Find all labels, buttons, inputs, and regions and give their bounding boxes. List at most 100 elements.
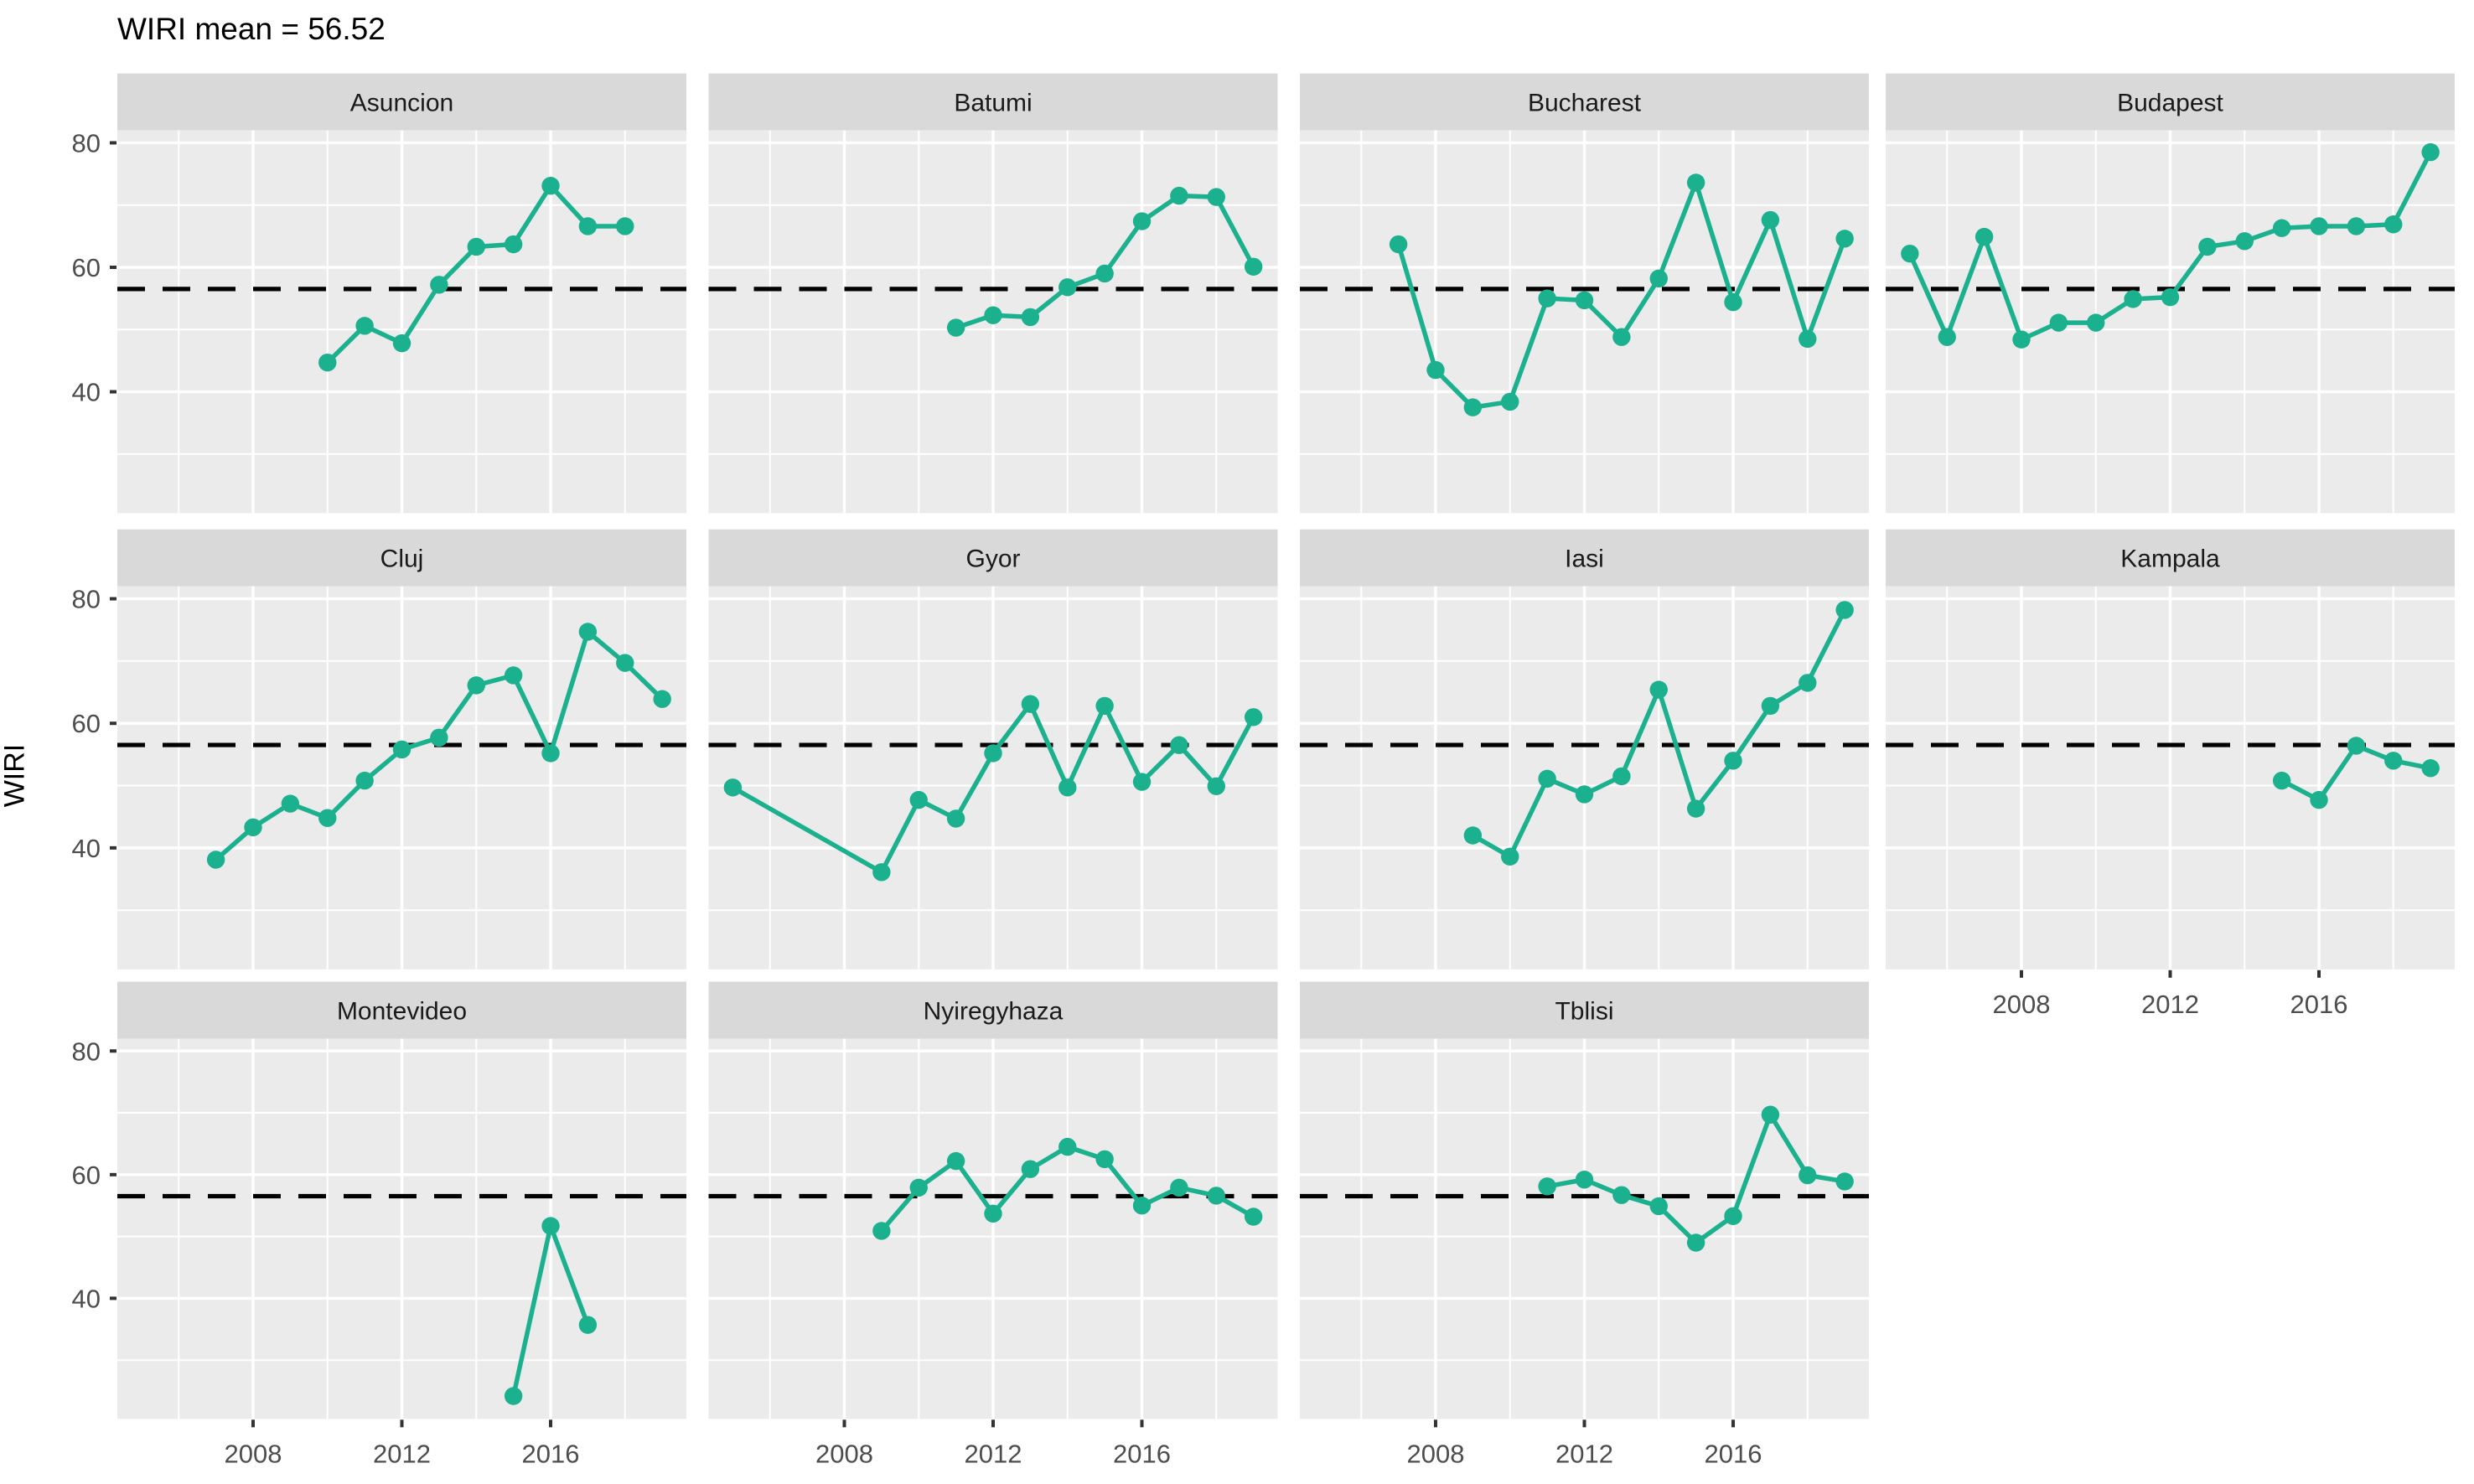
data-point-budapest-2006	[1938, 328, 1956, 346]
data-point-iasi-2019	[1835, 601, 1854, 619]
data-point-gyor-2016	[1132, 773, 1152, 791]
data-point-gyor-2019	[1244, 708, 1263, 726]
chart-title: WIRI mean = 56.52	[117, 12, 386, 46]
data-point-cluj-2008	[244, 818, 262, 837]
data-point-bucharest-2018	[1799, 329, 1817, 349]
x-tick-label: 2012	[373, 1439, 431, 1468]
x-tick-label: 2016	[1113, 1439, 1171, 1468]
data-point-asuncion-2016	[541, 177, 560, 195]
data-point-tblisi-2012	[1575, 1171, 1594, 1189]
data-point-nyiregyhaza-2015	[1095, 1150, 1114, 1169]
data-point-tblisi-2018	[1799, 1166, 1817, 1185]
data-point-budapest-2009	[2049, 313, 2068, 332]
data-point-tblisi-2019	[1835, 1172, 1854, 1191]
data-point-budapest-2018	[2384, 215, 2403, 234]
data-point-montevideo-2015	[504, 1387, 523, 1405]
data-point-cluj-2019	[653, 690, 671, 708]
data-point-gyor-2013	[1021, 695, 1040, 713]
facet-strip-cluj	[117, 529, 686, 587]
facet-strip-iasi	[1300, 529, 1869, 587]
data-point-iasi-2015	[1686, 799, 1705, 818]
data-point-budapest-2014	[2235, 232, 2254, 251]
y-tick-label: 80	[72, 585, 101, 614]
data-point-nyiregyhaza-2012	[984, 1204, 1002, 1223]
data-point-budapest-2016	[2310, 217, 2328, 235]
x-tick-label: 2008	[1992, 990, 2050, 1019]
data-point-batumi-2014	[1058, 278, 1077, 297]
data-point-cluj-2014	[467, 676, 485, 695]
data-point-batumi-2011	[946, 318, 965, 337]
data-point-montevideo-2017	[578, 1316, 598, 1334]
facet-title-tblisi: Tblisi	[1555, 998, 1613, 1026]
data-point-nyiregyhaza-2018	[1207, 1187, 1225, 1205]
data-point-tblisi-2017	[1761, 1105, 1780, 1124]
data-point-budapest-2007	[1975, 227, 1994, 246]
x-tick-label: 2008	[815, 1439, 873, 1468]
data-point-tblisi-2011	[1538, 1177, 1556, 1196]
data-point-batumi-2016	[1132, 212, 1152, 230]
data-point-batumi-2015	[1095, 264, 1114, 283]
data-point-asuncion-2010	[318, 353, 337, 372]
data-point-gyor-2014	[1058, 778, 1077, 797]
data-point-bucharest-2009	[1463, 398, 1483, 416]
data-point-montevideo-2016	[541, 1217, 560, 1235]
data-point-nyiregyhaza-2013	[1021, 1160, 1040, 1178]
data-point-batumi-2012	[984, 306, 1002, 324]
data-point-asuncion-2017	[578, 217, 598, 235]
data-point-iasi-2010	[1501, 847, 1519, 866]
data-point-cluj-2011	[355, 771, 374, 790]
facet-title-cluj: Cluj	[380, 546, 424, 573]
data-point-iasi-2018	[1799, 674, 1817, 692]
data-point-gyor-2010	[909, 790, 928, 809]
y-tick-label: 80	[72, 128, 101, 158]
data-point-gyor-2015	[1095, 696, 1114, 716]
x-tick-label: 2016	[2290, 990, 2348, 1019]
data-point-tblisi-2013	[1612, 1186, 1631, 1204]
data-point-budapest-2008	[2012, 330, 2031, 349]
data-point-batumi-2019	[1244, 257, 1263, 276]
facet-strip-nyiregyhaza	[708, 981, 1278, 1039]
data-point-gyor-2012	[984, 744, 1002, 763]
data-point-asuncion-2011	[355, 317, 374, 335]
x-tick-label: 2012	[1555, 1439, 1613, 1468]
data-point-iasi-2016	[1724, 752, 1742, 770]
data-point-nyiregyhaza-2010	[909, 1178, 928, 1197]
data-point-bucharest-2016	[1724, 292, 1742, 312]
series-line-gyor	[730, 701, 1256, 875]
data-point-kampala-2015	[2272, 771, 2291, 790]
data-point-asuncion-2014	[467, 237, 485, 256]
facet-title-asuncion: Asuncion	[350, 90, 453, 117]
data-point-cluj-2015	[504, 666, 523, 685]
facet-title-montevideo: Montevideo	[337, 998, 467, 1026]
y-tick-label: 40	[72, 1284, 101, 1313]
data-point-nyiregyhaza-2017	[1170, 1178, 1188, 1197]
facet-strip-tblisi	[1300, 981, 1869, 1039]
x-tick-label: 2012	[2141, 990, 2199, 1019]
data-point-gyor-2018	[1207, 777, 1225, 795]
data-point-bucharest-2015	[1686, 173, 1705, 192]
facet-strip-batumi	[708, 73, 1278, 131]
data-point-bucharest-2017	[1761, 210, 1780, 230]
facet-strip-bucharest	[1300, 73, 1869, 131]
data-point-cluj-2013	[430, 728, 448, 747]
data-point-cluj-2012	[392, 740, 411, 759]
data-point-nyiregyhaza-2011	[946, 1151, 965, 1171]
data-point-cluj-2010	[318, 809, 337, 827]
data-point-tblisi-2015	[1686, 1233, 1705, 1252]
data-point-gyor-2009	[872, 863, 891, 882]
data-point-gyor-2005	[723, 778, 743, 797]
data-point-tblisi-2016	[1724, 1207, 1742, 1225]
data-point-bucharest-2013	[1612, 328, 1631, 346]
data-point-batumi-2017	[1170, 186, 1188, 205]
facet-title-nyiregyhaza: Nyiregyhaza	[924, 998, 1064, 1026]
data-point-bucharest-2011	[1538, 289, 1556, 308]
data-point-bucharest-2010	[1501, 392, 1519, 411]
facet-title-batumi: Batumi	[954, 90, 1032, 117]
facet-strip-gyor	[708, 529, 1278, 587]
data-point-iasi-2009	[1463, 826, 1483, 845]
facet-strip-asuncion	[117, 73, 686, 131]
data-point-bucharest-2008	[1426, 360, 1445, 380]
facet-title-budapest: Budapest	[2117, 90, 2223, 117]
data-point-cluj-2017	[578, 623, 598, 641]
data-point-budapest-2015	[2272, 219, 2291, 237]
